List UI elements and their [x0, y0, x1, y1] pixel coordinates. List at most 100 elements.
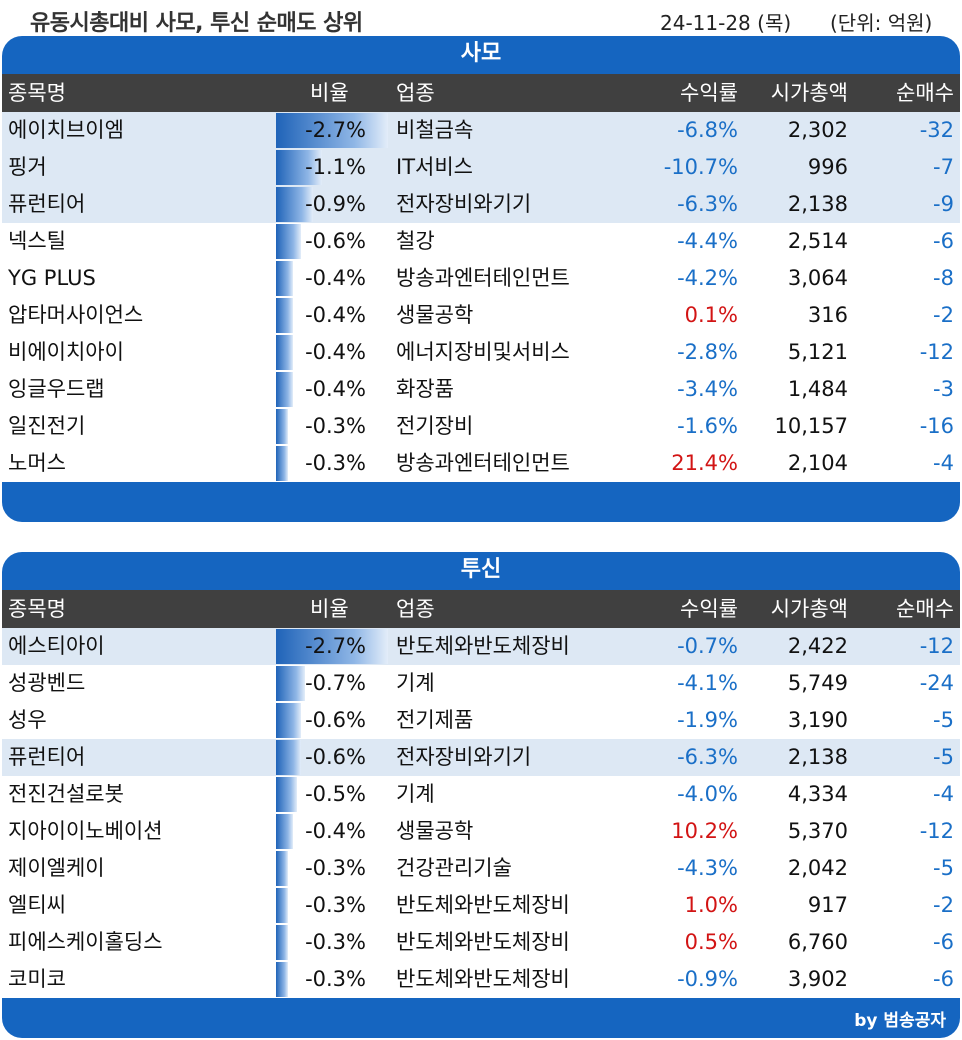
- ratio-bar: [276, 224, 301, 259]
- ratio-cell: -0.3%: [276, 408, 388, 445]
- return-value: 0.1%: [684, 303, 738, 327]
- sector-name: IT서비스: [396, 155, 473, 179]
- column-header-sector: 업종: [396, 81, 435, 105]
- table-row: 엘티씨 -0.3% 반도체와반도체장비 1.0% 917 -2: [2, 887, 960, 924]
- table-row: 성우 -0.6% 전기제품 -1.9% 3,190 -5: [2, 702, 960, 739]
- sector-name: 방송과엔터테인먼트: [396, 266, 570, 290]
- return-value: -0.7%: [677, 634, 738, 658]
- ratio-bar: [276, 851, 288, 886]
- sector-name: 기계: [396, 671, 435, 695]
- net-buy-value: -12: [919, 819, 954, 843]
- table-row: 코미코 -0.3% 반도체와반도체장비 -0.9% 3,902 -6: [2, 961, 960, 998]
- ratio-bar: [276, 372, 293, 407]
- ratio-bar: [276, 925, 288, 960]
- column-header-return: 수익률: [680, 597, 738, 621]
- return-value: -0.9%: [677, 967, 738, 991]
- stock-name: 잉글우드랩: [8, 377, 105, 401]
- ratio-value: -0.6%: [305, 708, 366, 732]
- table-row: 넥스틸 -0.6% 철강 -4.4% 2,514 -6: [2, 223, 960, 260]
- section-title: 투신: [2, 552, 960, 590]
- column-header-return: 수익률: [680, 81, 738, 105]
- net-buy-value: -9: [933, 192, 954, 216]
- net-buy-value: -4: [933, 782, 954, 806]
- return-value: -1.6%: [677, 414, 738, 438]
- column-header-ratio: 비율: [310, 81, 349, 105]
- section-footer: [2, 482, 960, 522]
- ratio-value: -0.6%: [305, 745, 366, 769]
- ratio-cell: -0.4%: [276, 260, 388, 297]
- column-header-sector: 업종: [396, 597, 435, 621]
- net-buy-value: -12: [919, 634, 954, 658]
- table-row: 잉글우드랩 -0.4% 화장품 -3.4% 1,484 -3: [2, 371, 960, 408]
- sector-name: 방송과엔터테인먼트: [396, 451, 570, 475]
- stock-name: 전진건설로봇: [8, 782, 124, 806]
- ratio-value: -0.3%: [305, 414, 366, 438]
- ratio-cell: -0.3%: [276, 887, 388, 924]
- net-buy-value: -6: [933, 967, 954, 991]
- stock-name: 지아이이노베이션: [8, 819, 163, 843]
- net-buy-value: -6: [933, 229, 954, 253]
- stock-name: 일진전기: [8, 414, 86, 438]
- column-header-ratio: 비율: [310, 597, 349, 621]
- sector-name: 생물공학: [396, 819, 474, 843]
- return-value: -4.2%: [677, 266, 738, 290]
- date-label: 24-11-28 (목): [660, 11, 792, 35]
- net-buy-value: -6: [933, 930, 954, 954]
- net-buy-value: -2: [933, 893, 954, 917]
- ratio-bar: [276, 150, 322, 185]
- return-value: -4.3%: [677, 856, 738, 880]
- table-row: 일진전기 -0.3% 전기장비 -1.6% 10,157 -16: [2, 408, 960, 445]
- market-cap-value: 6,760: [787, 930, 848, 954]
- net-buy-value: -3: [933, 377, 954, 401]
- ratio-bar: [276, 113, 388, 148]
- sector-name: 전자장비와기기: [396, 192, 532, 216]
- ratio-value: -0.4%: [305, 266, 366, 290]
- return-value: -3.4%: [677, 377, 738, 401]
- column-header-row: 종목명 비율 업종 수익률 시가총액 순매수: [2, 74, 960, 112]
- ratio-value: -0.4%: [305, 303, 366, 327]
- column-header-net-buy: 순매수: [896, 81, 954, 105]
- ratio-bar: [276, 666, 305, 701]
- ratio-value: -0.4%: [305, 819, 366, 843]
- stock-name: 에이치브이엠: [8, 118, 124, 142]
- market-cap-value: 2,514: [787, 229, 848, 253]
- return-value: -4.0%: [677, 782, 738, 806]
- stock-name: 핑거: [8, 155, 47, 179]
- ratio-cell: -0.6%: [276, 223, 388, 260]
- stock-name: 압타머사이언스: [8, 303, 144, 327]
- return-value: 0.5%: [684, 930, 738, 954]
- table-row: 노머스 -0.3% 방송과엔터테인먼트 21.4% 2,104 -4: [2, 445, 960, 482]
- ratio-cell: -0.5%: [276, 776, 388, 813]
- ratio-value: -0.4%: [305, 377, 366, 401]
- sector-name: 전기장비: [396, 414, 474, 438]
- ratio-cell: -0.4%: [276, 371, 388, 408]
- sector-name: 에너지장비및서비스: [396, 340, 570, 364]
- ratio-cell: -2.7%: [276, 112, 388, 149]
- market-cap-value: 4,334: [787, 782, 848, 806]
- market-cap-value: 2,422: [787, 634, 848, 658]
- return-value: -4.1%: [677, 671, 738, 695]
- return-value: -6.3%: [677, 192, 738, 216]
- stock-name: 넥스틸: [8, 229, 66, 253]
- sector-name: 화장품: [396, 377, 454, 401]
- ratio-cell: -0.3%: [276, 850, 388, 887]
- sector-name: 반도체와반도체장비: [396, 634, 570, 658]
- net-buy-value: -32: [919, 118, 954, 142]
- ratio-value: -2.7%: [305, 118, 366, 142]
- unit-label: (단위: 억원): [830, 11, 933, 35]
- ratio-bar: [276, 187, 313, 222]
- ratio-cell: -0.3%: [276, 924, 388, 961]
- ratio-value: -0.3%: [305, 930, 366, 954]
- return-value: 1.0%: [684, 893, 738, 917]
- table-row: 성광벤드 -0.7% 기계 -4.1% 5,749 -24: [2, 665, 960, 702]
- sector-name: 비철금속: [396, 118, 474, 142]
- table-row: 압타머사이언스 -0.4% 생물공학 0.1% 316 -2: [2, 297, 960, 334]
- column-header-name: 종목명: [8, 81, 66, 105]
- stock-name: 퓨런티어: [8, 192, 86, 216]
- table-row: 에이치브이엠 -2.7% 비철금속 -6.8% 2,302 -32: [2, 112, 960, 149]
- market-cap-value: 996: [807, 155, 848, 179]
- stock-name: 노머스: [8, 451, 66, 475]
- return-value: -1.9%: [677, 708, 738, 732]
- ratio-cell: -1.1%: [276, 149, 388, 186]
- ratio-bar: [276, 261, 293, 296]
